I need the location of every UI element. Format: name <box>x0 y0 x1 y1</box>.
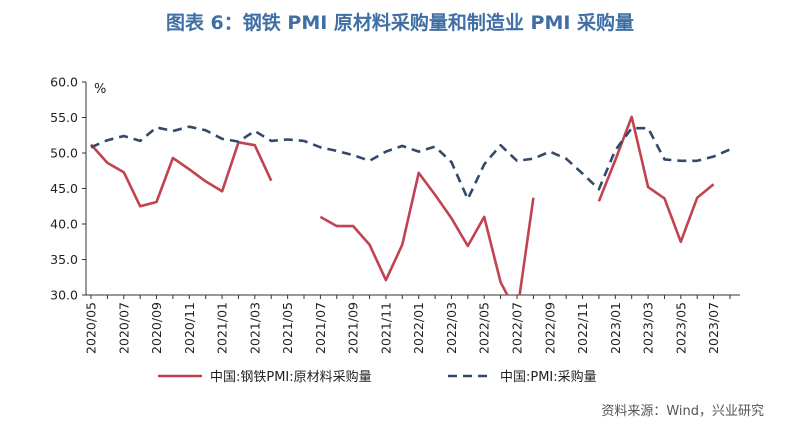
legend-label: 中国:PMI:采购量 <box>500 369 597 385</box>
y-tick-label: 60.0 <box>50 75 78 90</box>
x-tick-label: 2021/07 <box>313 302 328 354</box>
source-note: 资料来源：Wind，兴业研究 <box>601 404 764 419</box>
x-tick-label: 2021/11 <box>378 302 393 354</box>
y-tick-label: 40.0 <box>50 217 78 232</box>
x-tick-label: 2023/05 <box>673 302 688 354</box>
x-tick-label: 2020/07 <box>116 302 131 354</box>
x-tick-label: 2022/11 <box>575 302 590 354</box>
x-tick-label: 2023/03 <box>641 302 656 354</box>
x-tick-label: 2021/03 <box>247 302 262 354</box>
y-unit-label: % <box>94 82 106 97</box>
y-tick-label: 35.0 <box>50 252 78 267</box>
x-tick-label: 2020/09 <box>149 302 164 354</box>
x-tick-label: 2022/07 <box>510 302 525 354</box>
x-tick-label: 2020/11 <box>182 302 197 354</box>
x-tick-label: 2021/05 <box>280 302 295 354</box>
chart-axes: 60.0 55.0 50.0 45.0 40.0 35.0 30.0 2020/05 2020/… <box>50 75 740 354</box>
series-layer <box>90 115 731 295</box>
series-line-steel-pmi <box>597 115 715 244</box>
x-tick-label: 2021/01 <box>215 302 230 354</box>
y-tick-label: 55.0 <box>50 110 78 125</box>
series-line-steel-pmi <box>90 141 273 208</box>
x-tick-label: 2020/05 <box>84 302 99 354</box>
series-line-pmi-purchase <box>90 125 731 201</box>
chart-title: 图表 6：钢铁 PMI 原材料采购量和制造业 PMI 采购量 <box>165 12 635 34</box>
legend-label: 中国:钢铁PMI:原材料采购量 <box>210 369 372 385</box>
legend: 中国:钢铁PMI:原材料采购量 中国:PMI:采购量 <box>158 369 597 385</box>
x-tick-label: 2022/09 <box>542 302 557 354</box>
y-tick-label: 30.0 <box>50 288 78 303</box>
x-tick-label: 2022/03 <box>444 302 459 354</box>
y-tick-label: 50.0 <box>50 146 78 161</box>
series-line-steel-pmi <box>319 171 535 295</box>
x-tick-label: 2022/01 <box>411 302 426 354</box>
x-tick-label: 2021/09 <box>346 302 361 354</box>
x-tick-label: 2022/05 <box>477 302 492 354</box>
y-tick-label: 45.0 <box>50 181 78 196</box>
x-tick-label: 2023/01 <box>608 302 623 354</box>
x-tick-label: 2023/07 <box>706 302 721 354</box>
